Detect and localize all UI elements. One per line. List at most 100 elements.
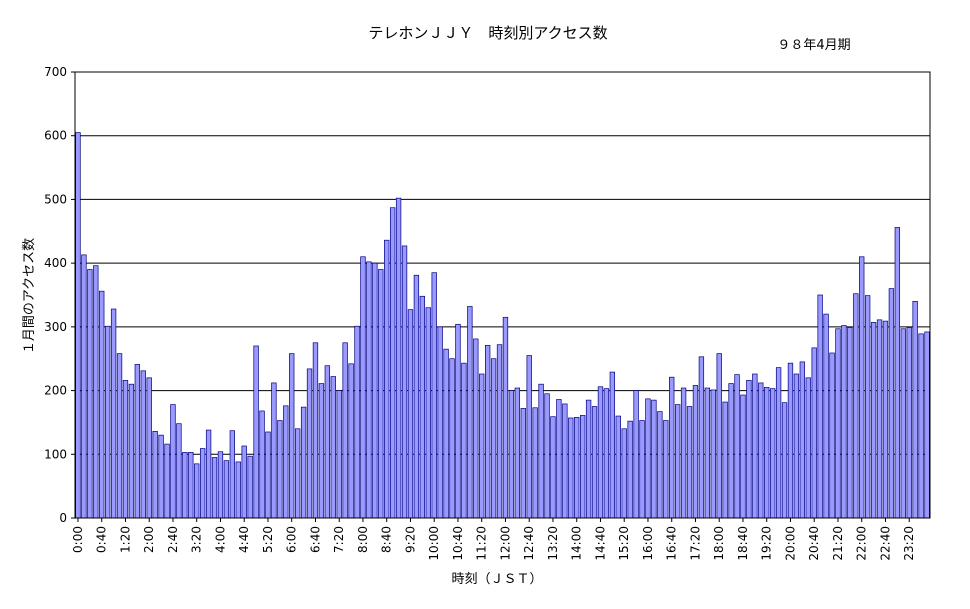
bar [271,382,277,519]
bar [579,415,586,519]
bar [152,431,158,519]
bar [425,307,431,519]
bar [799,361,806,519]
bar [289,353,295,519]
bar [663,420,669,519]
bar [229,430,236,519]
x-tick-label: 6:00 [285,526,299,553]
bar [366,261,372,519]
bar [876,319,883,519]
y-axis-label: １月間のアクセス数 [22,238,37,354]
x-tick-label: 23:20 [902,526,916,561]
bar [550,416,556,519]
bar [378,269,384,519]
x-tick-label: 6:40 [308,526,322,553]
bar [384,239,390,519]
x-tick-label: 2:00 [142,526,156,553]
bar [342,342,348,519]
x-tick-label: 10:00 [427,526,441,561]
bar [93,265,99,519]
bar [787,362,794,519]
y-tick-label: 600 [44,129,67,143]
x-tick-label: 14:00 [570,526,584,561]
bar [746,380,752,519]
chart-subtitle: ９８年4月期 [777,38,850,53]
x-tick-label: 4:40 [237,526,251,553]
bar [199,448,206,519]
bar [300,406,307,519]
y-tick-label: 0 [59,511,67,525]
bar [81,254,87,519]
bar [461,362,467,519]
x-tick-label: 10:40 [451,526,465,561]
bar [502,316,509,519]
bar [888,288,895,519]
bar [479,373,485,519]
bar [241,445,247,519]
bar [455,323,461,519]
bar [122,380,129,519]
x-tick-label: 8:00 [356,526,370,553]
bar [116,353,123,519]
bar [734,374,740,519]
x-tick-label: 13:20 [546,526,560,561]
x-tick-label: 3:20 [190,526,204,553]
bar [306,368,313,519]
bar [912,301,918,519]
bar-series [75,132,930,519]
bar [437,326,443,519]
bar [669,376,675,519]
bar [194,463,200,519]
chart-title: テレホンＪＪＹ 時刻別アクセス数 [368,24,607,42]
x-tick-label: 5:20 [261,526,275,553]
bar [829,352,835,519]
y-tick-label: 400 [44,256,67,270]
bar [526,355,532,519]
bar [140,370,146,519]
bar [99,290,105,519]
bar [360,256,366,519]
bar [354,325,360,519]
bar [841,325,847,519]
bar [716,353,722,519]
bar [318,383,325,519]
x-tick-label: 18:40 [736,526,750,561]
bar [87,269,93,519]
bar [538,383,544,519]
bar [496,344,503,519]
bar [104,325,111,519]
bar [775,367,782,519]
bar [793,373,800,519]
bar [401,245,408,519]
bar [467,306,473,519]
x-tick-label: 15:20 [617,526,631,561]
bar [864,295,871,519]
bar [283,405,289,519]
gridlines [75,135,930,455]
bar [407,309,414,519]
bar [484,344,491,519]
bar [728,383,734,519]
bar [639,420,645,519]
bar [781,402,788,519]
bar [158,434,164,519]
bar [805,377,811,519]
x-tick-label: 22:40 [878,526,892,561]
bar [265,431,271,519]
x-tick-label: 20:40 [807,526,821,561]
bar [698,356,705,519]
bar [490,358,497,519]
bar [473,338,479,519]
bar [758,382,764,519]
bar [389,207,396,519]
bar [520,408,526,519]
bar [752,373,758,519]
bar [205,429,212,519]
x-axis-ticks: 0:00 0:40 1:20 2:00 2:40 3:20 4:00 4:40 5:20 6:00… [71,518,916,561]
bar [211,457,218,519]
bar [128,383,135,519]
bar [324,365,331,519]
bar [544,393,550,519]
bar [514,387,521,519]
